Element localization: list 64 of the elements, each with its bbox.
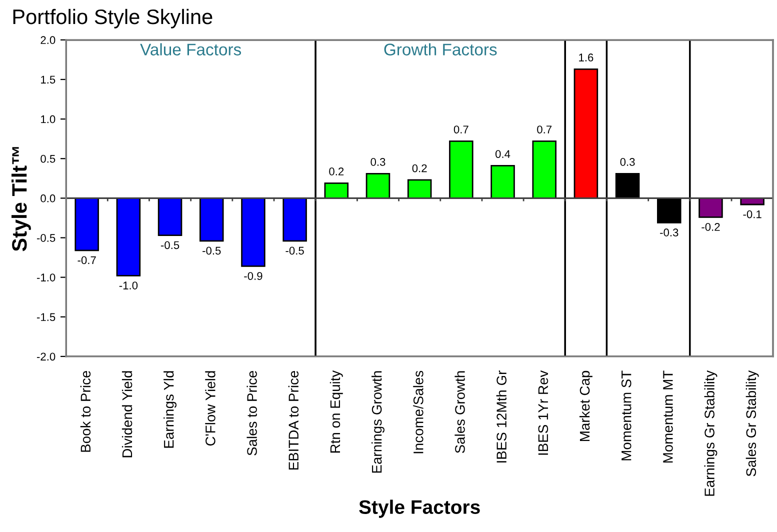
x-tick-label: EBITDA to Price	[288, 370, 299, 470]
band-label: Growth Factors	[384, 43, 497, 56]
x-tick-label: Earnings Yld	[164, 371, 176, 448]
y-tick-label: -2.0	[36, 352, 56, 361]
bar	[407, 179, 432, 199]
x-tick-label: Market Cap	[579, 370, 592, 441]
data-label: 0.3	[620, 158, 635, 166]
data-label: 0.2	[329, 168, 344, 176]
data-label: 1.6	[579, 54, 594, 62]
bar	[532, 140, 556, 199]
y-tick-label: -0.5	[36, 234, 56, 242]
data-label: 0.2	[412, 164, 427, 172]
data-label: -0.2	[702, 223, 720, 231]
x-tick-label: Dividend Yield	[122, 371, 132, 458]
bar	[574, 68, 598, 199]
bar	[490, 165, 515, 199]
x-tick-label: Income/Sales	[413, 370, 424, 454]
bar	[282, 197, 307, 242]
band-label: Value Factors	[140, 43, 242, 56]
x-tick-label: Book to Price	[80, 370, 91, 452]
x-tick-label: Sales Gr Stability	[746, 370, 759, 476]
data-label: 0.4	[495, 150, 510, 158]
x-tick-label: Momentum MT	[663, 370, 673, 463]
y-tick-label: 1.0	[41, 115, 56, 124]
x-axis-title: Style Factors	[359, 500, 480, 518]
x-tick-label: Rtn on Equity	[330, 370, 343, 453]
y-tick-label: 0.5	[40, 154, 56, 163]
bar	[199, 197, 224, 242]
data-label: 0.3	[370, 158, 386, 166]
x-tick-label: Earnings Growth	[372, 371, 384, 473]
bar	[449, 140, 474, 199]
chart-title: Portfolio Style Skyline	[13, 8, 212, 28]
x-tick-label: IBES 1Yr Rev	[538, 370, 548, 455]
y-tick-label: 0.0	[40, 194, 56, 202]
x-tick-label: Sales Growth	[454, 371, 465, 454]
data-label: 0.7	[537, 126, 552, 134]
data-label: -0.9	[244, 272, 262, 280]
y-tick-label: -1.0	[36, 274, 56, 282]
data-label: -0.7	[78, 256, 96, 264]
bar	[158, 197, 182, 236]
data-label: -0.5	[160, 241, 180, 250]
y-tick-label: 2.0	[40, 36, 56, 44]
y-tick-label: 1.5	[41, 76, 56, 84]
bar	[324, 182, 349, 199]
x-tick-label: C'Flow Yield	[205, 371, 216, 446]
data-label: -0.5	[286, 246, 304, 255]
bar	[657, 197, 682, 224]
y-axis-title: Style Tilt™	[12, 147, 31, 252]
bar	[241, 197, 266, 267]
x-tick-label: IBES 12Mth Gr	[496, 370, 506, 462]
data-label: -1.0	[119, 282, 138, 290]
data-label: -0.3	[660, 228, 678, 236]
bar	[698, 197, 723, 218]
bar	[366, 172, 390, 199]
bar	[615, 172, 640, 199]
y-tick-label: -1.5	[36, 313, 56, 322]
data-label: 0.7	[454, 126, 468, 134]
bar	[74, 197, 99, 252]
x-tick-label: Sales to Price	[246, 370, 257, 456]
bar	[116, 197, 141, 276]
data-label: -0.1	[743, 210, 762, 218]
x-tick-label: Momentum ST	[621, 370, 632, 460]
x-tick-label: Earnings Gr Stability	[704, 370, 718, 496]
data-label: -0.5	[202, 246, 221, 255]
